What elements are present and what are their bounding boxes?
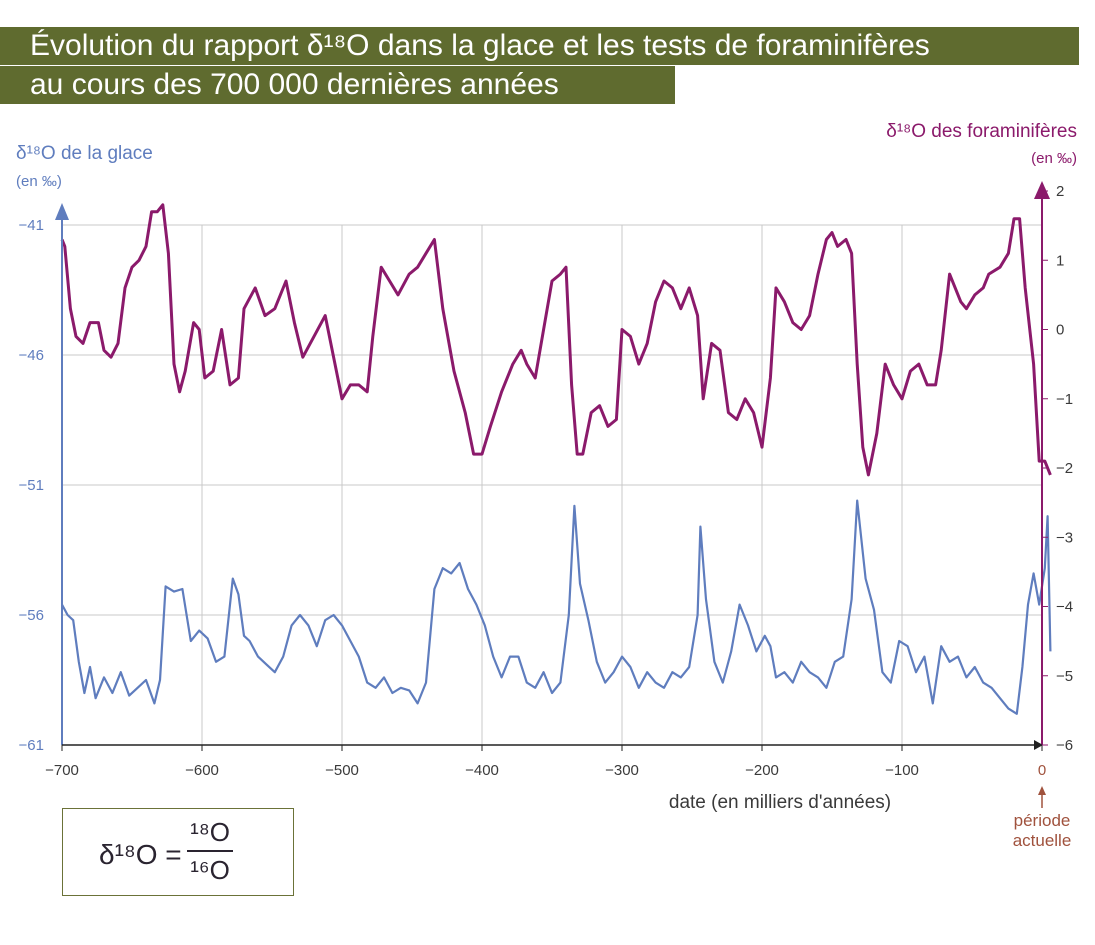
x-tick-label: −300	[605, 762, 639, 779]
left-tick-label: −46	[19, 347, 44, 364]
annotation-line-2: actuelle	[1013, 831, 1072, 850]
x-axis-label: date (en milliers d'années)	[669, 792, 891, 813]
left-tick-label: −61	[19, 737, 44, 754]
x-tick-label: −600	[185, 762, 219, 779]
right-tick-label: −6	[1056, 737, 1073, 754]
right-tick-label: −4	[1056, 599, 1073, 616]
left-axis-unit: (en ‰)	[16, 173, 62, 190]
x-tick-label: 0	[1038, 762, 1046, 779]
right-axis-unit: (en ‰)	[1031, 150, 1077, 167]
x-axis-arrow	[1034, 740, 1043, 750]
formula-denominator: ¹⁶O	[190, 855, 230, 885]
right-tick-label: −5	[1056, 668, 1073, 685]
right-tick-label: 2	[1056, 183, 1064, 200]
right-tick-label: 0	[1056, 322, 1064, 339]
formula-fraction: ¹⁸O ¹⁶O	[187, 817, 233, 885]
left-tick-label: −41	[19, 217, 44, 234]
x-tick-label: −700	[45, 762, 79, 779]
formula-lhs: δ¹⁸O =	[99, 839, 182, 870]
right-tick-label: −2	[1056, 460, 1073, 477]
x-tick-label: −100	[885, 762, 919, 779]
left-axis-label: δ¹⁸O de la glace	[16, 143, 153, 164]
forams-series-line	[60, 203, 1052, 477]
annotation-line-1: période	[1014, 811, 1071, 830]
left-tick-label: −56	[19, 607, 44, 624]
right-tick-label: −3	[1056, 529, 1073, 546]
right-axis-arrow	[1034, 181, 1050, 199]
title-line-2: au cours des 700 000 dernières années	[0, 66, 675, 104]
fraction-bar	[187, 850, 233, 852]
title-line-1: Évolution du rapport δ¹⁸O dans la glace …	[0, 27, 1079, 65]
formula-box: δ¹⁸O = ¹⁸O ¹⁶O	[62, 808, 294, 896]
left-tick-label: −51	[19, 477, 44, 494]
annotation-arrow-head	[1038, 786, 1046, 795]
formula-numerator: ¹⁸O	[190, 817, 230, 847]
right-tick-label: −1	[1056, 391, 1073, 408]
left-axis-arrow	[55, 203, 69, 220]
right-tick-label: 1	[1056, 252, 1064, 269]
ice-series-line	[61, 499, 1052, 715]
x-tick-label: −400	[465, 762, 499, 779]
x-tick-label: −500	[325, 762, 359, 779]
right-axis-label: δ¹⁸O des foraminifères	[886, 121, 1077, 142]
x-tick-label: −200	[745, 762, 779, 779]
